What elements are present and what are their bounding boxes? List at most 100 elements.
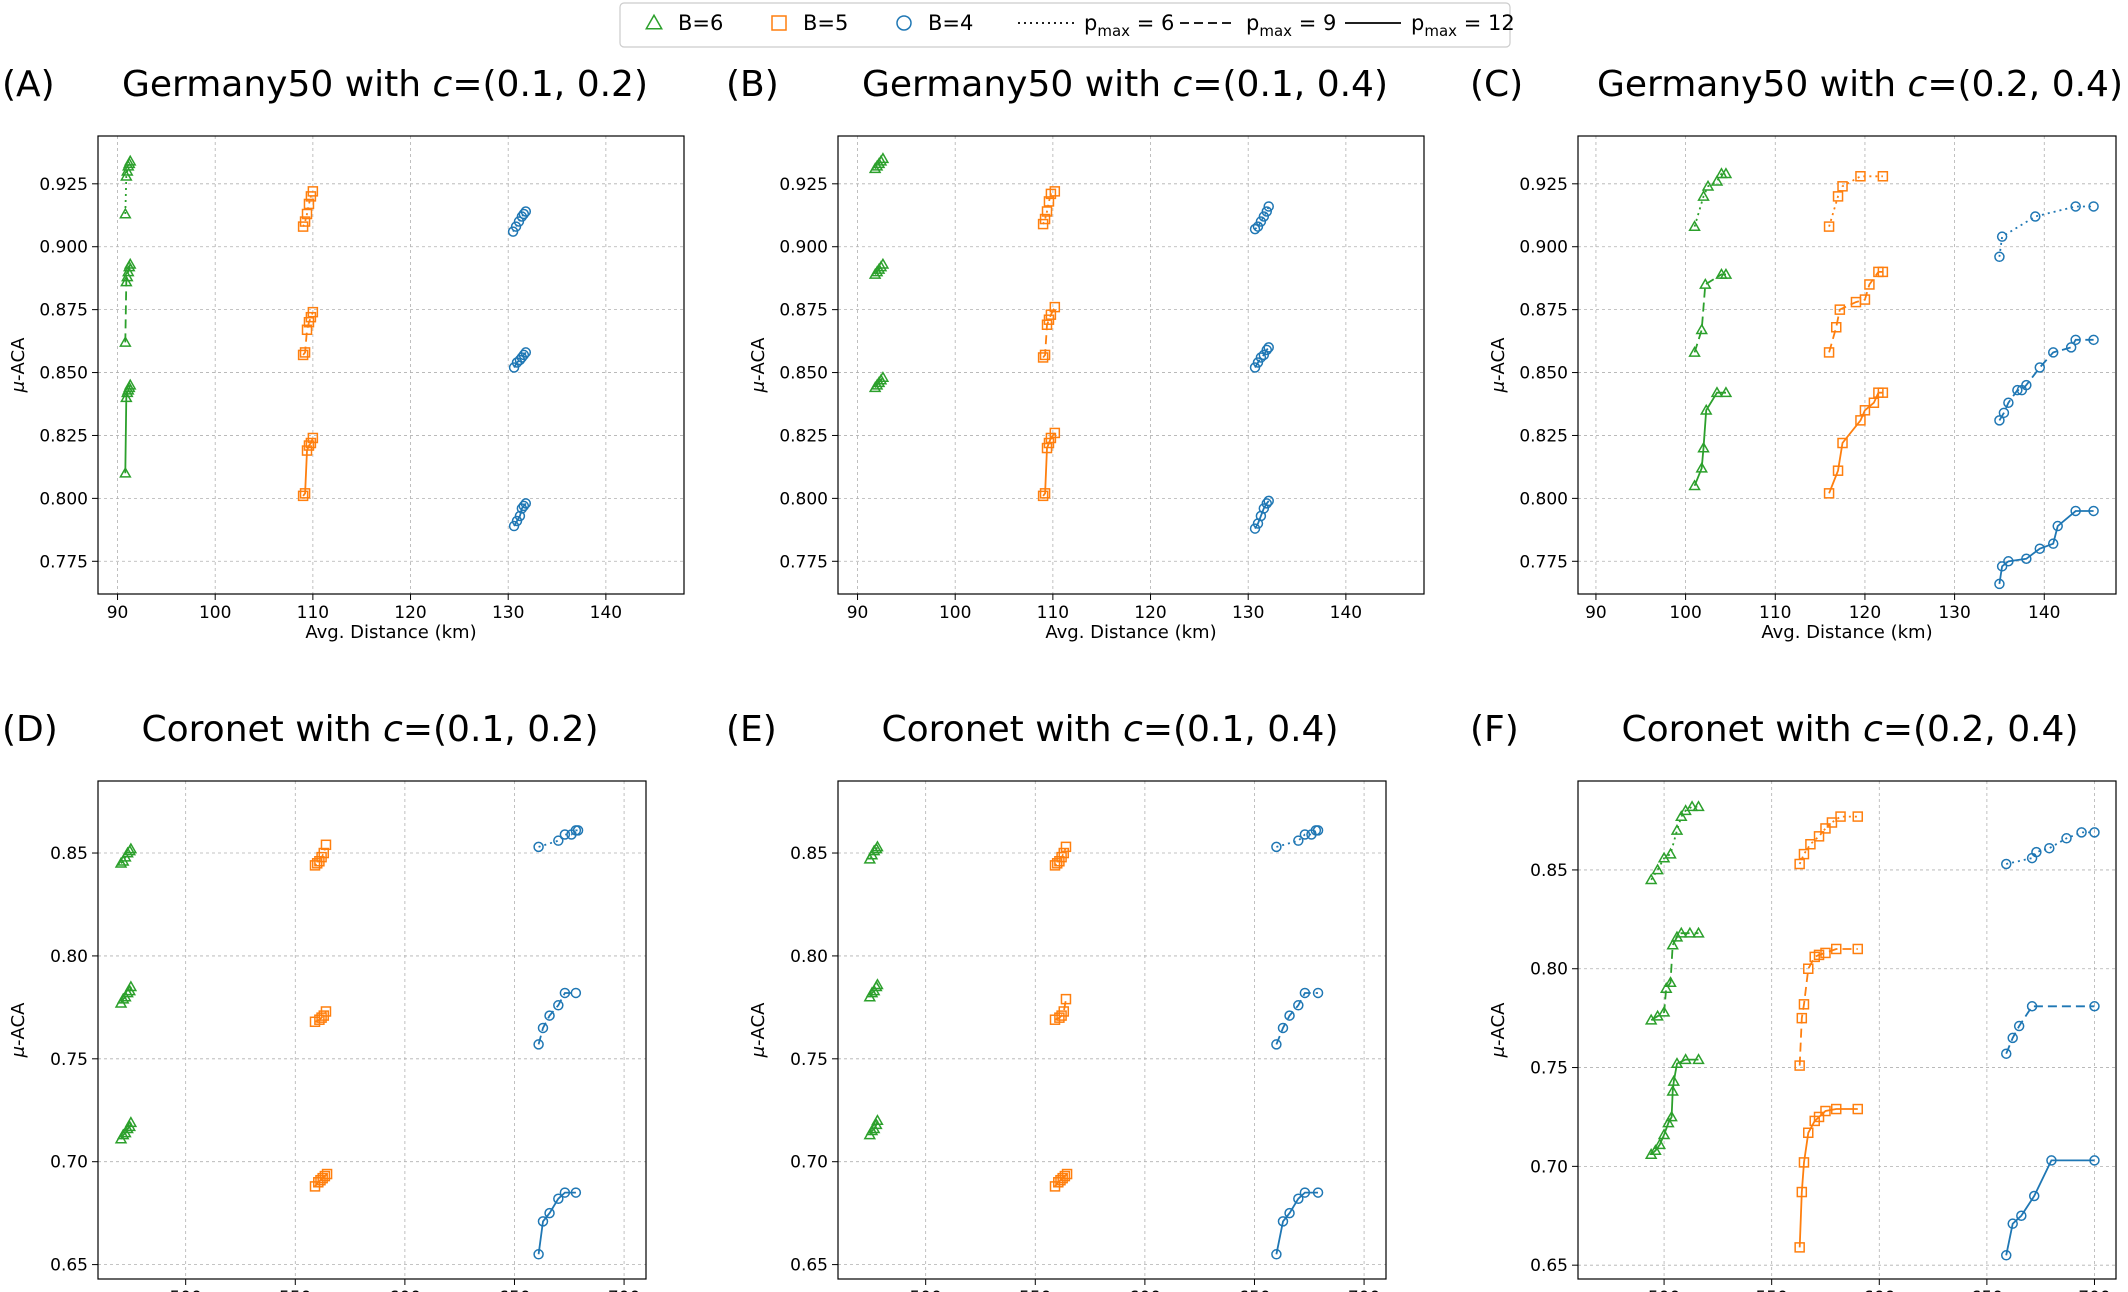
data-point [123, 154, 137, 166]
x-tick-label: 130 [1938, 603, 1970, 623]
series-B6-pmax12 [119, 378, 137, 478]
data-point [1043, 196, 1055, 207]
series-line [1650, 805, 1699, 881]
data-point [1699, 403, 1713, 415]
data-point [2046, 1155, 2057, 1166]
y-tick-label: 0.850 [39, 364, 88, 384]
data-point [1877, 387, 1889, 398]
series-B6-pmax12 [868, 371, 890, 393]
x-tick-label: 100 [939, 603, 971, 623]
data-point [1820, 1105, 1831, 1117]
series-B4-pmax9 [1994, 334, 2099, 426]
y-axis-label: μ-ACA [748, 337, 769, 394]
x-tick-label: 550 [279, 1288, 311, 1292]
data-point [1293, 1000, 1304, 1011]
series-B6-pmax6 [119, 154, 137, 219]
data-point [1803, 963, 1814, 974]
series-B6-pmax6 [868, 152, 890, 174]
data-point [1996, 231, 2008, 242]
series-line [1798, 948, 1858, 1066]
data-point [1651, 863, 1664, 875]
series-B5-pmax12 [1794, 1103, 1864, 1253]
data-point [318, 847, 330, 859]
series-line [538, 829, 578, 848]
series-line [1828, 175, 1883, 227]
y-tick-label: 0.800 [39, 489, 88, 509]
series-B5-pmax6 [1049, 841, 1072, 871]
data-point [507, 226, 519, 237]
x-tick-label: 500 [909, 1288, 941, 1292]
data-point [520, 206, 532, 217]
data-point [533, 841, 544, 853]
data-point [1649, 1144, 1662, 1156]
x-tick-label: 700 [1348, 1288, 1380, 1292]
legend-marker-circle [896, 15, 912, 31]
panel-letter: (A) [2, 64, 55, 105]
data-point [1653, 1138, 1667, 1150]
data-point [533, 1249, 544, 1260]
data-point [2044, 842, 2055, 854]
data-point [559, 987, 571, 999]
x-tick-label: 120 [394, 603, 426, 623]
data-point [1994, 251, 2005, 263]
series-B6-pmax9 [114, 980, 138, 1008]
series-line [537, 992, 576, 1045]
data-point [320, 1006, 332, 1017]
data-point [119, 207, 132, 219]
series-line [1275, 992, 1318, 1045]
data-point [1312, 987, 1324, 999]
data-point [1039, 349, 1051, 361]
series-B4-pmax6 [2000, 827, 2100, 870]
data-point [1813, 831, 1825, 842]
series-B5-pmax6 [1037, 186, 1061, 230]
data-point [570, 987, 582, 999]
data-point [2088, 201, 2099, 212]
y-tick-label: 0.825 [39, 426, 88, 446]
x-tick-label: 600 [1129, 1288, 1161, 1292]
data-point [1060, 841, 1072, 853]
data-point [572, 825, 584, 836]
data-point [1798, 848, 1810, 860]
panels: (A) Germany50 with c=(0.1, 0.2) 90 100 110 12… [2, 64, 2123, 1292]
x-tick-label: 90 [107, 603, 129, 623]
series-line [1998, 510, 2094, 585]
series-B4-pmax12 [1249, 495, 1274, 534]
data-point [518, 208, 530, 220]
y-tick-label: 0.825 [779, 426, 828, 446]
data-point [871, 840, 884, 852]
series-B4-pmax9 [1249, 342, 1274, 373]
series-B5-pmax12 [309, 1168, 333, 1192]
data-point [1692, 926, 1705, 938]
data-point [1670, 823, 1684, 835]
series-B4-pmax12 [1271, 1187, 1324, 1260]
y-tick-label: 0.85 [1530, 861, 1568, 881]
x-tick-label: 650 [498, 1288, 530, 1292]
series-B5-pmax6 [297, 186, 319, 232]
data-point [2070, 334, 2081, 346]
data-point [533, 1039, 544, 1050]
data-point [1692, 800, 1705, 812]
data-point [1060, 993, 1072, 1005]
data-point [1794, 1242, 1805, 1253]
data-point [1049, 427, 1061, 439]
chart-title: Germany50 with c=(0.2, 0.4) [1597, 64, 2123, 105]
data-point [299, 488, 311, 499]
chart-title: Germany50 with c=(0.1, 0.2) [122, 64, 648, 105]
data-point [2021, 379, 2032, 391]
series-B6-pmax12 [114, 1116, 138, 1144]
data-point [1685, 800, 1699, 812]
data-point [1271, 1249, 1282, 1260]
data-point [2031, 846, 2042, 858]
data-point [301, 324, 313, 336]
data-point [2012, 384, 2023, 396]
series-B4-pmax9 [2000, 1001, 2100, 1059]
data-point [1059, 1170, 1071, 1182]
data-point [2065, 342, 2077, 353]
legend: B=6 B=5 B=4 pmax = 6 pmax = 9 pmax = 12 [619, 2, 1515, 48]
x-tick-label: 120 [1134, 603, 1166, 623]
x-tick-label: 500 [1648, 1288, 1680, 1292]
x-tick-label: 700 [2078, 1288, 2110, 1292]
data-point [1249, 223, 1261, 235]
series-line [1650, 1058, 1699, 1156]
